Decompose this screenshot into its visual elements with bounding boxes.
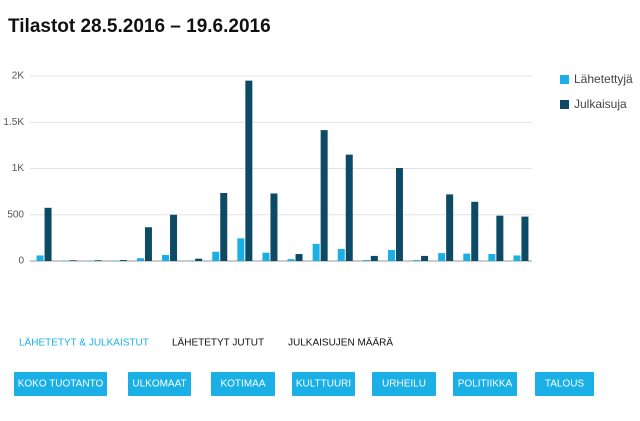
filter-button-label[interactable]: TALOUS	[545, 379, 585, 390]
bar	[370, 255, 378, 261]
bar	[187, 260, 195, 262]
bar	[421, 255, 429, 261]
bar	[320, 130, 328, 261]
bar	[362, 260, 370, 261]
bar	[69, 260, 77, 261]
bar	[111, 260, 119, 262]
bar	[237, 238, 245, 261]
filter-button[interactable]	[292, 372, 355, 396]
filter-button[interactable]	[372, 372, 436, 396]
bar	[387, 249, 395, 261]
filter-button-label[interactable]: URHEILU	[382, 379, 426, 390]
bar	[295, 254, 303, 261]
filter-button[interactable]	[535, 372, 594, 396]
filter-button-label[interactable]: ULKOMAAT	[132, 379, 186, 390]
bar	[162, 254, 170, 261]
bar	[262, 252, 270, 261]
bar	[195, 258, 203, 261]
tab[interactable]: LÄHETETYT & JULKAISTUT	[19, 337, 149, 349]
bar	[395, 168, 403, 261]
legend-swatch	[560, 100, 569, 109]
bar	[413, 260, 421, 261]
filter-button-label[interactable]: POLITIIKKA	[458, 379, 513, 390]
y-tick-label: 500	[7, 209, 24, 220]
bar	[36, 255, 44, 261]
bar	[312, 243, 320, 261]
bar	[446, 194, 454, 261]
filter-button[interactable]	[128, 372, 191, 396]
bar	[270, 193, 278, 261]
bar	[345, 154, 353, 261]
legend-label[interactable]: Lähetettyjä	[574, 72, 633, 86]
bar	[471, 201, 479, 261]
bar	[44, 207, 52, 261]
bar	[287, 259, 295, 261]
y-tick-label: 1K	[12, 163, 25, 174]
bar	[94, 260, 102, 261]
legend-swatch	[560, 75, 569, 84]
bar	[61, 260, 69, 262]
bar	[245, 80, 253, 261]
bar	[170, 214, 178, 261]
bar	[212, 251, 220, 261]
bar	[136, 258, 144, 261]
filter-button-label[interactable]: KULTTUURI	[296, 379, 351, 390]
bar	[438, 253, 446, 261]
y-tick-label: 0	[18, 256, 24, 267]
filter-button[interactable]	[14, 372, 107, 396]
bar	[119, 260, 127, 261]
bar	[463, 253, 471, 261]
bar	[521, 216, 529, 261]
bar	[513, 255, 521, 261]
filter-button-label[interactable]: KOTIMAA	[220, 379, 265, 390]
filter-button[interactable]	[453, 372, 517, 396]
bar	[144, 227, 152, 261]
tab[interactable]: LÄHETETYT JUTUT	[172, 337, 264, 349]
bar	[337, 248, 345, 261]
bar	[488, 254, 496, 261]
y-tick-label: 1.5K	[3, 117, 24, 128]
bar	[220, 193, 228, 261]
filter-button-label[interactable]: KOKO TUOTANTO	[18, 379, 104, 390]
legend-label[interactable]: Julkaisuja	[574, 97, 627, 111]
tab[interactable]: JULKAISUJEN MÄÄRÄ	[288, 337, 393, 349]
bar	[496, 215, 504, 261]
y-tick-label: 2K	[12, 71, 25, 82]
filter-button[interactable]	[211, 372, 275, 396]
bar	[86, 260, 94, 262]
page-title: Tilastot 28.5.2016 – 19.6.2016	[8, 16, 271, 37]
